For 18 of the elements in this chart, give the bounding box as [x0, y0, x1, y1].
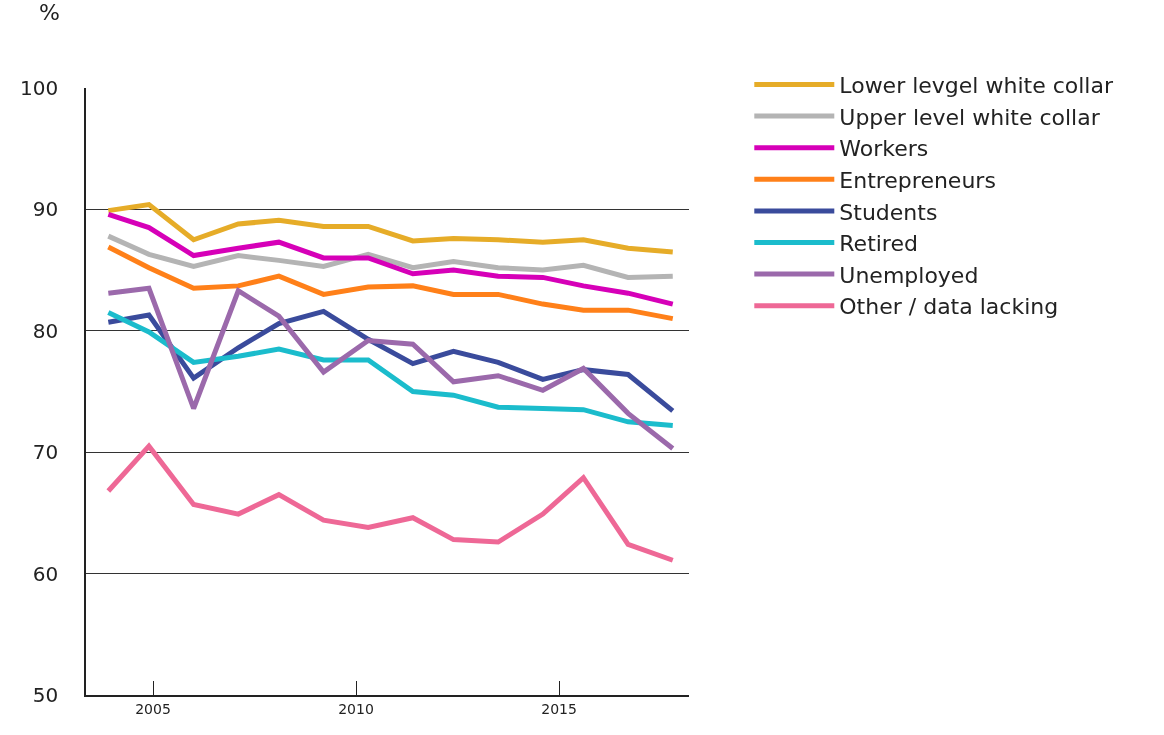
legend-label: Students: [839, 199, 938, 225]
y-tick-label: 80: [32, 318, 59, 343]
x-tick-label: 2015: [541, 700, 577, 717]
legend-label: Upper level white collar: [839, 104, 1101, 130]
y-tick-label: 100: [20, 76, 59, 100]
y-tick-label: 70: [32, 440, 59, 465]
legend-label: Unemployed: [839, 262, 979, 288]
x-tick-label: 2005: [135, 700, 171, 717]
x-tick-label: 2010: [338, 700, 374, 717]
legend-label: Entrepreneurs: [839, 167, 996, 193]
y-tick-label: 90: [32, 197, 59, 222]
y-axis-title: %: [39, 0, 60, 25]
y-tick-label: 60: [32, 561, 59, 586]
legend-label: Retired: [839, 231, 918, 257]
y-tick-label: 50: [32, 683, 59, 707]
legend-label: Lower levgel white collar: [839, 73, 1114, 99]
legend-label: Other / data lacking: [839, 294, 1059, 320]
legend-label: Workers: [839, 136, 929, 162]
